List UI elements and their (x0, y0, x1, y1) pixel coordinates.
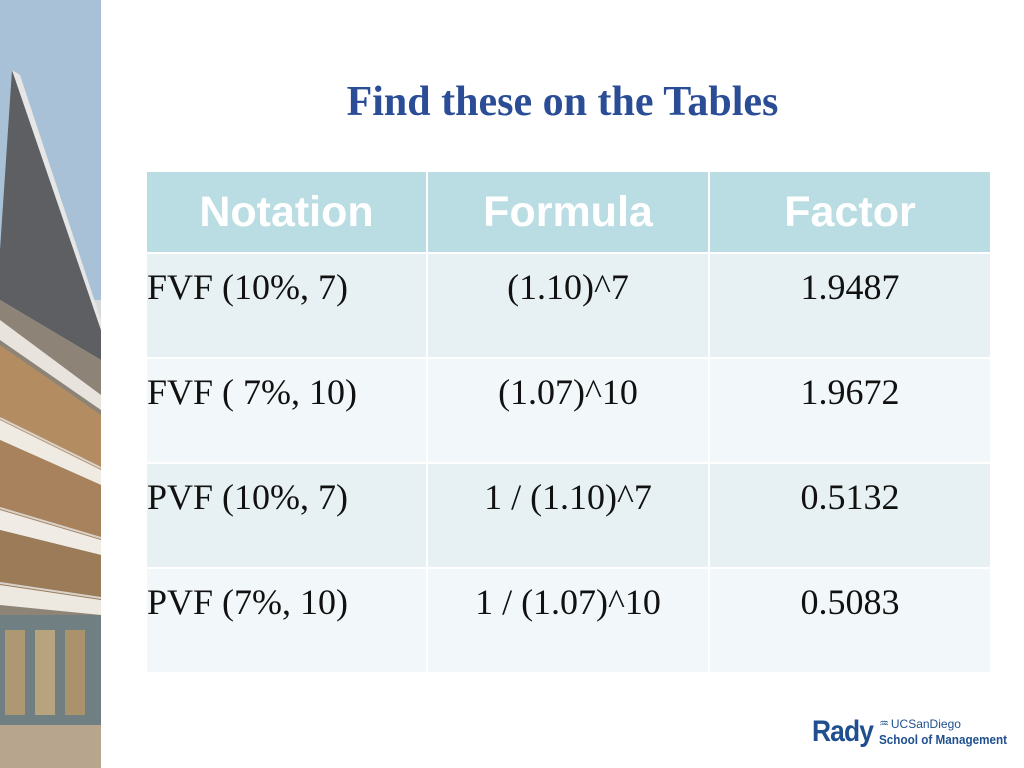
header-notation: Notation (145, 170, 428, 254)
building-illustration (0, 0, 101, 768)
factor-cell: 1.9672 (708, 357, 992, 464)
formula-cell: (1.10)^7 (426, 252, 710, 359)
table-row: PVF (7%, 10) 1 / (1.07)^10 0.5083 (145, 567, 992, 674)
notation-cell: PVF (7%, 10) (145, 567, 428, 674)
factor-cell: 1.9487 (708, 252, 992, 359)
header-factor: Factor (708, 170, 992, 254)
ucsd-wordmark: ♒ UCSanDiego (879, 718, 1021, 730)
factor-table: Notation Formula Factor FVF (10%, 7) (1.… (145, 170, 992, 674)
rady-logo: Rady ♒ UCSanDiego School of Management (812, 712, 1007, 752)
factor-cell: 0.5132 (708, 462, 992, 569)
factor-cell: 0.5083 (708, 567, 992, 674)
school-label: School of Management (879, 732, 1008, 747)
slide-title: Find these on the Tables (346, 79, 779, 125)
logo-text-block: ♒ UCSanDiego School of Management (879, 718, 1021, 746)
table-row: FVF ( 7%, 10) (1.07)^10 1.9672 (145, 357, 992, 464)
trident-icon: ♒ (879, 717, 889, 730)
header-formula: Formula (426, 170, 710, 254)
rady-wordmark: Rady (812, 715, 874, 748)
notation-cell: FVF (10%, 7) (145, 252, 428, 359)
formula-cell: 1 / (1.07)^10 (426, 567, 710, 674)
notation-cell: PVF (10%, 7) (145, 462, 428, 569)
building-photo (0, 0, 101, 768)
formula-cell: (1.07)^10 (426, 357, 710, 464)
formula-cell: 1 / (1.10)^7 (426, 462, 710, 569)
table-row: FVF (10%, 7) (1.10)^7 1.9487 (145, 252, 992, 359)
ucsd-label: UCSanDiego (890, 717, 961, 731)
table-header-row: Notation Formula Factor (145, 170, 992, 254)
table-row: PVF (10%, 7) 1 / (1.10)^7 0.5132 (145, 462, 992, 569)
notation-cell: FVF ( 7%, 10) (145, 357, 428, 464)
